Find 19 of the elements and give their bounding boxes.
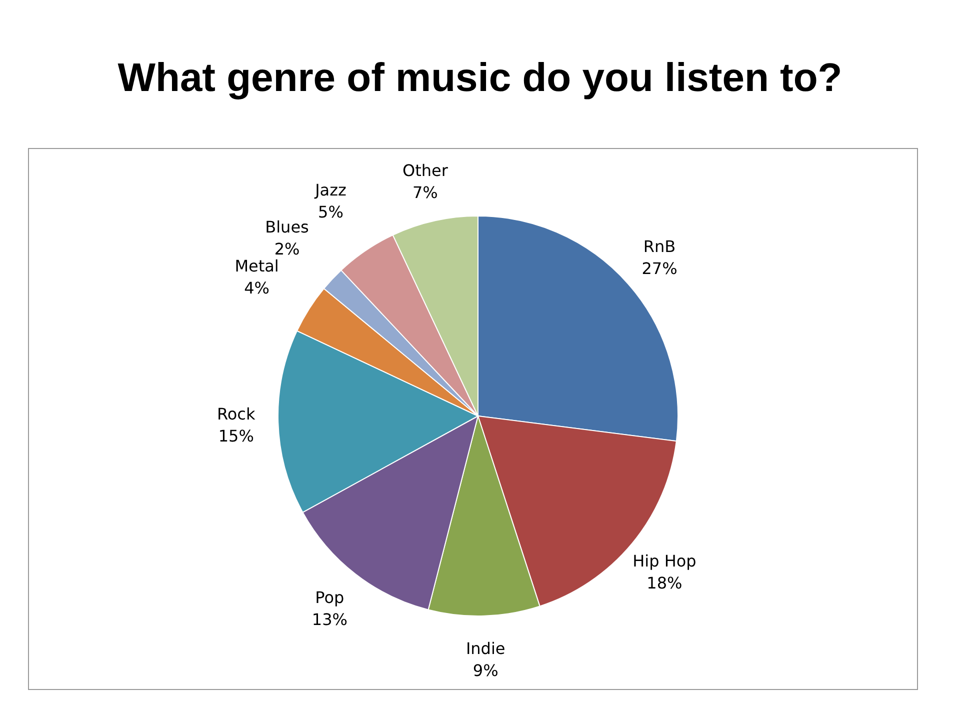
data-label: 27% (642, 258, 678, 278)
slice-label: Jazz (314, 180, 346, 200)
data-label: 5% (318, 202, 344, 222)
slice-label: Metal (234, 256, 279, 276)
slice-label: Indie (466, 638, 506, 658)
data-label: 15% (218, 426, 254, 446)
data-label: 2% (274, 240, 300, 259)
data-label: 7% (412, 182, 438, 202)
slice-label: Other (402, 160, 448, 180)
chart-title: What genre of music do you listen to? (116, 54, 844, 102)
data-label: 13% (312, 610, 348, 630)
data-label: 4% (244, 278, 270, 298)
slice-label: Rock (216, 404, 256, 424)
slice-label: RnB (643, 236, 676, 256)
slice-label: Blues (265, 218, 309, 237)
slice-label: Hip Hop (632, 551, 696, 570)
data-label: 9% (472, 660, 498, 680)
data-label: 18% (646, 573, 682, 592)
slice-label: Pop (315, 588, 344, 608)
